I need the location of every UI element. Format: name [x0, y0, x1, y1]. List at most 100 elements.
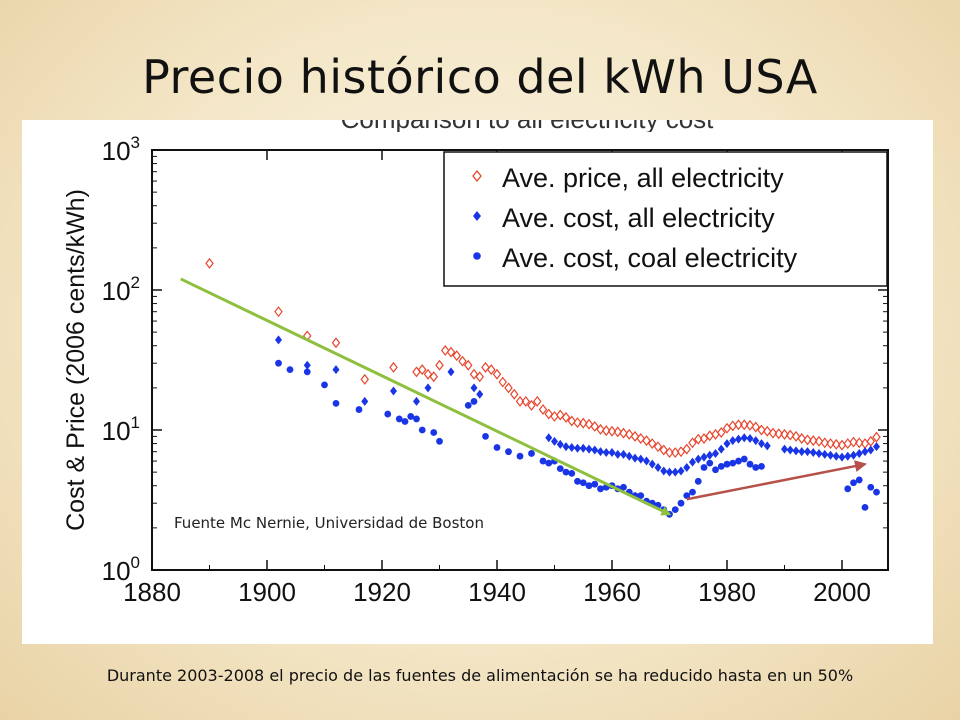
data-point-coal-cost	[844, 485, 852, 493]
data-point-avg-price	[831, 438, 841, 450]
data-point-avg-price	[205, 257, 214, 269]
data-point-coal-cost	[850, 479, 857, 487]
x-tick-label: 1900	[238, 577, 296, 607]
data-point-avg-price	[590, 420, 600, 432]
data-point-avg-cost	[723, 439, 731, 449]
data-point-avg-cost	[551, 436, 558, 446]
data-point-avg-cost	[625, 451, 633, 461]
data-point-avg-cost	[832, 451, 840, 461]
data-point-coal-cost	[430, 429, 438, 436]
data-point-avg-price	[435, 359, 444, 371]
data-point-avg-price	[446, 346, 456, 358]
data-point-avg-cost	[781, 444, 788, 454]
data-point-coal-cost	[861, 503, 869, 511]
data-point-avg-price	[843, 438, 853, 450]
data-point-coal-cost	[620, 483, 627, 491]
data-point-avg-price	[573, 417, 582, 429]
data-point-coal-cost	[528, 450, 535, 457]
x-tick-label: 1880	[123, 577, 181, 607]
data-point-coal-cost	[723, 460, 731, 468]
data-point-avg-price	[498, 376, 508, 388]
data-point-coal-cost	[706, 459, 714, 467]
legend-symbol-coal	[473, 252, 481, 260]
data-point-avg-cost	[671, 467, 679, 477]
data-point-avg-cost	[666, 467, 673, 477]
data-point-avg-cost	[637, 454, 645, 464]
data-point-avg-cost	[700, 452, 708, 462]
data-point-avg-price	[515, 395, 525, 407]
data-point-avg-cost	[585, 444, 593, 454]
data-point-avg-cost	[413, 396, 420, 406]
data-point-avg-price	[423, 368, 433, 380]
data-point-avg-price	[757, 424, 766, 436]
data-point-avg-price	[849, 436, 858, 448]
legend-label-coal: Ave. cost, coal electricity	[502, 243, 798, 273]
data-point-avg-cost	[602, 448, 610, 458]
data-point-avg-cost	[574, 443, 581, 453]
data-point-coal-cost	[585, 482, 593, 490]
data-point-avg-price	[492, 368, 502, 380]
data-point-coal-cost	[855, 476, 863, 484]
data-point-avg-price	[739, 419, 749, 431]
data-point-avg-price	[785, 429, 795, 441]
data-point-avg-price	[699, 432, 709, 444]
data-point-avg-price	[734, 419, 743, 431]
data-point-avg-price	[803, 434, 812, 446]
data-point-avg-price	[745, 419, 755, 431]
data-point-avg-price	[475, 371, 485, 383]
data-point-coal-cost	[286, 366, 294, 374]
data-point-avg-price	[768, 427, 778, 439]
data-point-avg-price	[555, 409, 565, 421]
data-point-coal-cost	[597, 485, 604, 493]
data-point-avg-cost	[361, 396, 369, 406]
data-point-coal-cost	[539, 457, 547, 465]
data-point-avg-cost	[752, 436, 760, 446]
data-point-coal-cost	[712, 466, 719, 474]
data-point-avg-cost	[838, 452, 846, 462]
data-point-avg-price	[808, 435, 818, 447]
data-point-coal-cost	[562, 468, 570, 476]
slide-title: Precio histórico del kWh USA	[142, 50, 818, 104]
data-point-coal-cost	[637, 492, 645, 499]
data-point-avg-price	[440, 344, 450, 356]
data-point-avg-price	[814, 435, 824, 447]
data-point-avg-price	[452, 350, 462, 362]
data-point-avg-cost	[579, 443, 587, 453]
data-point-avg-price	[653, 441, 663, 453]
data-point-avg-cost	[568, 442, 576, 452]
data-point-coal-cost	[395, 415, 403, 423]
data-point-avg-price	[527, 399, 536, 411]
data-point-avg-price	[762, 425, 772, 437]
data-point-avg-cost	[827, 450, 834, 460]
data-point-coal-cost	[355, 406, 363, 413]
data-point-coal-cost	[384, 410, 392, 418]
data-point-coal-cost	[321, 381, 328, 389]
data-point-avg-price	[613, 426, 623, 438]
data-point-coal-cost	[275, 359, 282, 367]
x-tick-label: 1980	[698, 577, 756, 607]
data-point-coal-cost	[867, 483, 875, 491]
legend-symbol-cost	[473, 211, 481, 221]
data-point-coal-cost	[303, 368, 311, 376]
data-point-avg-price	[389, 361, 398, 373]
data-point-avg-price	[780, 428, 789, 440]
data-point-coal-cost	[436, 437, 443, 445]
data-point-avg-cost	[861, 447, 869, 457]
data-point-coal-cost	[418, 426, 426, 434]
data-point-avg-cost	[717, 444, 725, 454]
x-tick-label: 2000	[813, 577, 871, 607]
data-point-coal-cost	[482, 433, 489, 440]
data-point-avg-cost	[545, 433, 553, 443]
data-point-avg-price	[607, 425, 617, 437]
data-point-coal-cost	[413, 415, 420, 423]
data-point-coal-cost	[401, 418, 409, 425]
data-point-coal-cost	[683, 492, 691, 499]
data-point-avg-price	[538, 404, 548, 416]
data-point-avg-price	[532, 395, 542, 407]
data-point-avg-cost	[694, 454, 702, 464]
data-point-avg-price	[682, 443, 692, 455]
data-point-avg-cost	[677, 466, 685, 476]
data-point-avg-price	[601, 425, 611, 437]
data-point-avg-cost	[556, 439, 564, 449]
data-point-coal-cost	[574, 477, 581, 485]
